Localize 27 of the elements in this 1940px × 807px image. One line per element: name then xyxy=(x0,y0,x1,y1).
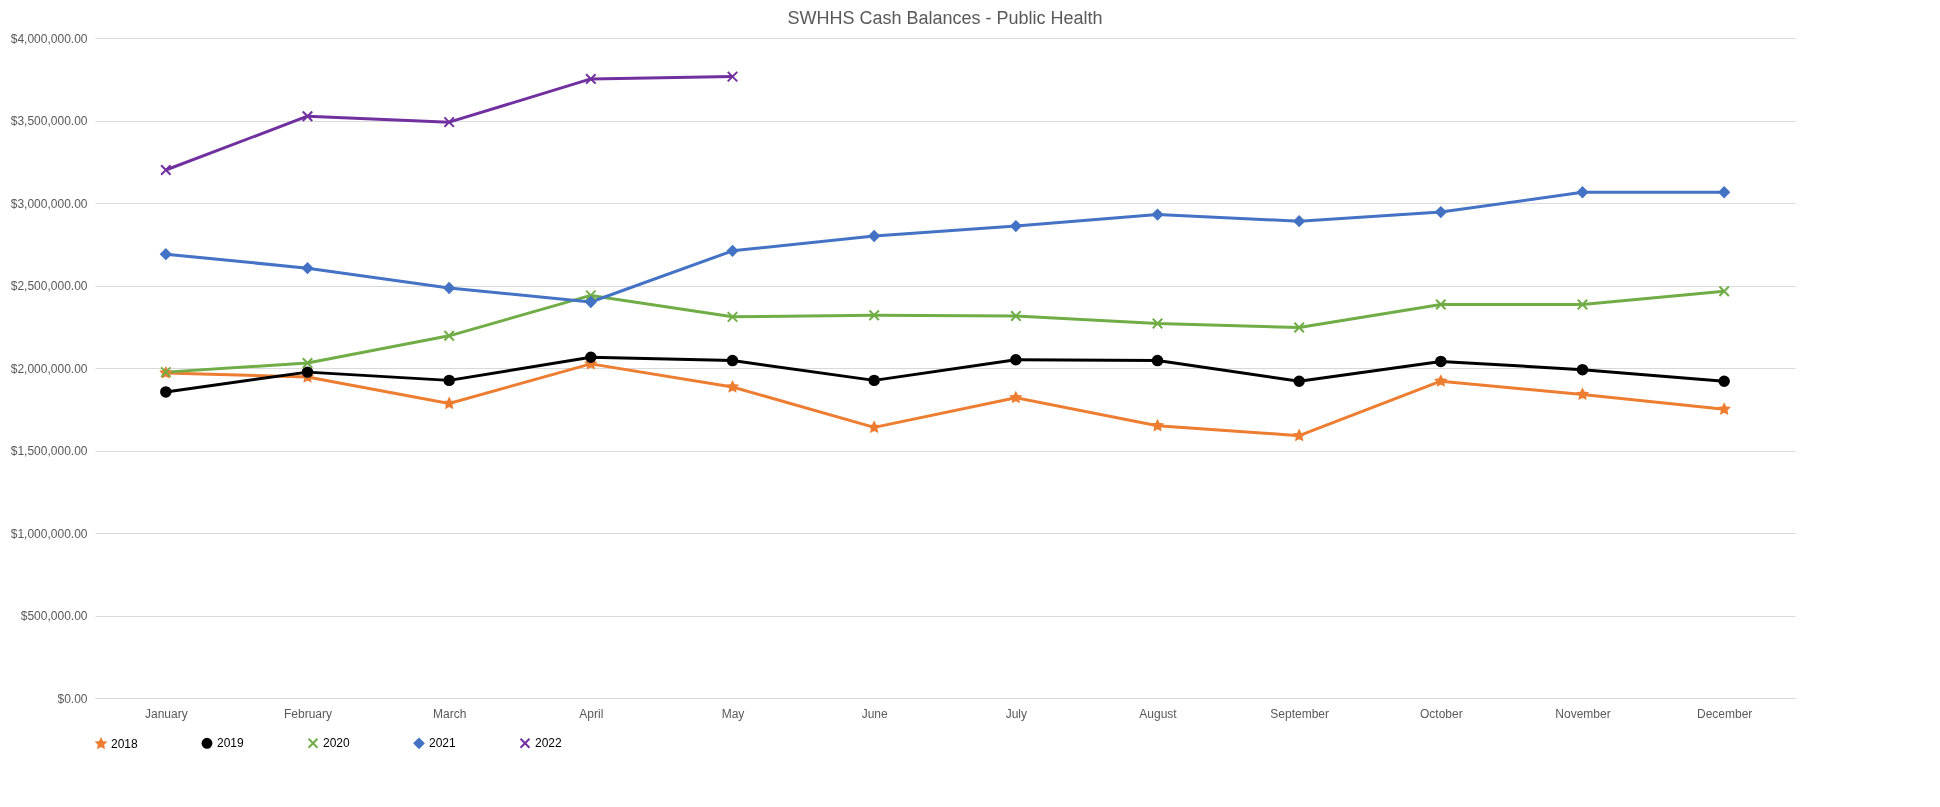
x-tick-label: August xyxy=(1139,706,1178,721)
x-tick-label: January xyxy=(144,706,188,721)
x-tick-label: June xyxy=(861,706,888,721)
legend-label: 2020 xyxy=(323,736,351,751)
x-tick-label: September xyxy=(1270,706,1330,721)
y-tick-label: $4,000,000.00 xyxy=(10,31,88,46)
x-tick-label: December xyxy=(1696,706,1753,721)
x-tick-label: April xyxy=(579,706,604,721)
x-tick-label: March xyxy=(432,706,467,721)
y-tick-label: $2,000,000.00 xyxy=(10,361,88,376)
y-tick-label: $2,500,000.00 xyxy=(10,279,88,293)
legend-label: 2018 xyxy=(111,736,139,751)
x-tick-label: July xyxy=(1005,706,1028,721)
x-tick-label: October xyxy=(1419,706,1463,721)
y-tick-label: $500,000.00 xyxy=(20,609,88,623)
chart-title: SWHHS Cash Balances - Public Health xyxy=(787,8,1103,28)
legend-label: 2022 xyxy=(535,736,563,751)
y-tick-label: $1,500,000.00 xyxy=(10,444,88,458)
legend-label: 2019 xyxy=(217,736,245,751)
y-tick-label: $3,500,000.00 xyxy=(10,114,88,128)
x-tick-label: May xyxy=(721,706,745,721)
x-tick-label: February xyxy=(283,706,333,721)
y-tick-label: $0.00 xyxy=(57,691,88,706)
y-tick-label: $3,000,000.00 xyxy=(10,196,88,211)
x-tick-label: November xyxy=(1555,706,1611,721)
y-tick-label: $1,000,000.00 xyxy=(10,526,88,541)
legend-label: 2021 xyxy=(429,736,457,751)
